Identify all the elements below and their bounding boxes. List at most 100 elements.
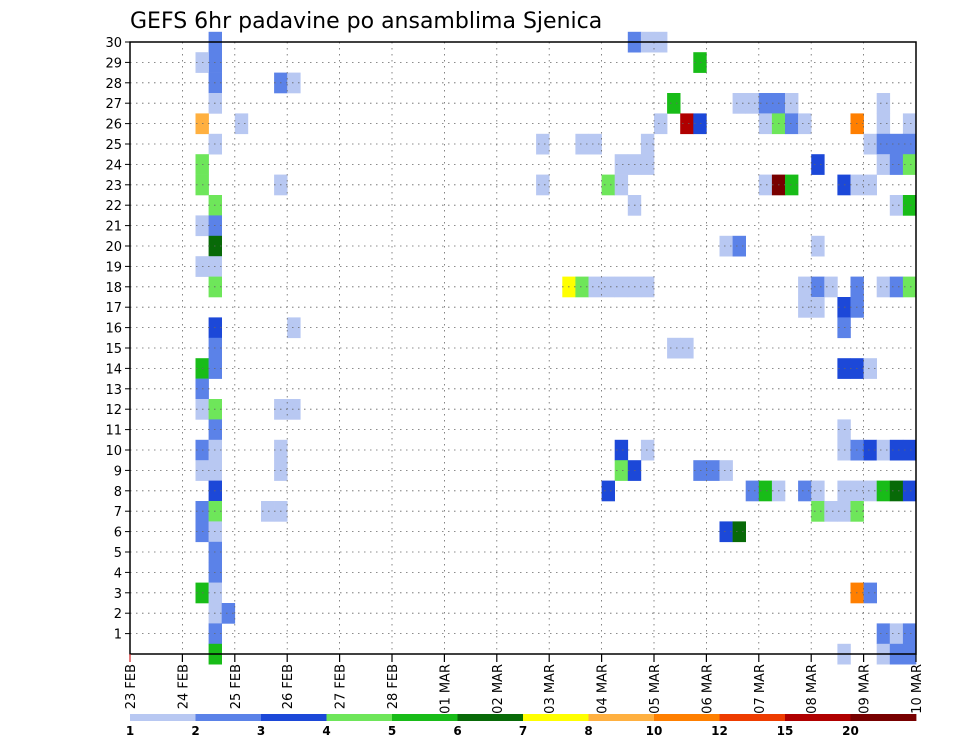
heatmap-cell bbox=[719, 521, 733, 543]
y-tick-label: 29 bbox=[105, 56, 122, 71]
colorbar-swatch bbox=[785, 714, 851, 721]
y-tick-label: 8 bbox=[114, 485, 122, 500]
colorbar-label: 3 bbox=[257, 724, 265, 738]
heatmap-cell bbox=[785, 174, 799, 196]
x-tick-label: 05 MAR bbox=[648, 664, 663, 714]
heatmap-cell bbox=[536, 174, 550, 196]
colorbar-swatch bbox=[195, 714, 262, 721]
heatmap-cell bbox=[575, 276, 589, 298]
heatmap-cell bbox=[588, 133, 602, 155]
x-tick-label: 09 MAR bbox=[858, 664, 873, 714]
heatmap-cell bbox=[902, 623, 917, 645]
colorbar-label: 12 bbox=[711, 724, 728, 738]
heatmap-cell bbox=[785, 113, 799, 135]
y-tick-label: 7 bbox=[114, 505, 122, 520]
colorbar-swatch bbox=[523, 714, 589, 721]
heatmap-cell bbox=[889, 195, 904, 216]
x-tick-label: 06 MAR bbox=[700, 664, 715, 714]
heatmap-cell bbox=[614, 174, 629, 196]
x-tick-label: 01 MAR bbox=[438, 664, 453, 714]
heatmap-cell bbox=[785, 93, 799, 114]
y-tick-label: 22 bbox=[105, 199, 122, 214]
heatmap-cell bbox=[863, 174, 877, 196]
x-tick-label: 08 MAR bbox=[805, 664, 820, 714]
x-axis: 23 FEB 24 FEB 25 FEB 26 FEB 27 FEB 28 FEB 01 M… bbox=[124, 654, 925, 714]
y-tick-label: 14 bbox=[105, 362, 122, 377]
heatmap-cell bbox=[902, 195, 917, 216]
heatmap-cell bbox=[287, 317, 301, 339]
y-tick-label: 6 bbox=[114, 526, 122, 541]
heatmap-cell bbox=[876, 113, 891, 135]
colorbar-label: 7 bbox=[519, 724, 527, 738]
heatmap-cell bbox=[719, 235, 733, 257]
heatmap-cell bbox=[221, 603, 236, 624]
heatmap-cell bbox=[824, 501, 838, 522]
heatmap-cell bbox=[876, 623, 891, 645]
heatmap-cell bbox=[234, 113, 249, 135]
heatmap-cell bbox=[889, 133, 904, 155]
colorbar-swatch bbox=[392, 714, 458, 721]
y-tick-label: 9 bbox=[114, 464, 122, 479]
x-tick-label: 23 FEB bbox=[124, 664, 139, 709]
y-tick-label: 1 bbox=[114, 628, 122, 643]
heatmap-cell bbox=[640, 133, 655, 155]
heatmap-cell bbox=[889, 439, 904, 461]
heatmap-cell bbox=[680, 113, 694, 135]
colorbar-label: 4 bbox=[322, 724, 330, 738]
colorbar-swatch bbox=[457, 714, 524, 721]
heatmap-cell bbox=[876, 133, 891, 155]
y-tick-label: 5 bbox=[114, 546, 122, 561]
heatmap-cell bbox=[640, 276, 655, 298]
x-tick-label: 26 FEB bbox=[281, 664, 296, 709]
heatmap-cell bbox=[876, 93, 891, 114]
colorbar-label: 8 bbox=[584, 724, 592, 738]
heatmap-cell bbox=[588, 276, 602, 298]
heatmap-cell bbox=[758, 174, 773, 196]
heatmap-cell bbox=[640, 439, 655, 461]
y-tick-label: 30 bbox=[105, 36, 122, 51]
heatmap-cell bbox=[876, 276, 891, 298]
heatmap-cell bbox=[732, 235, 746, 257]
heatmap-cell bbox=[863, 439, 877, 461]
colorbar-label: 2 bbox=[191, 724, 199, 738]
colorbar-swatch bbox=[588, 714, 655, 721]
heatmap-cell bbox=[902, 133, 917, 155]
y-tick-label: 18 bbox=[105, 281, 122, 296]
y-tick-label: 28 bbox=[105, 77, 122, 92]
heatmap-cells bbox=[195, 31, 917, 665]
x-tick-label: 25 FEB bbox=[229, 664, 244, 709]
colorbar-swatch bbox=[719, 714, 786, 721]
heatmap-cell bbox=[667, 337, 681, 359]
heatmap-cell bbox=[745, 480, 760, 502]
heatmap-cell bbox=[575, 133, 589, 155]
x-tick-label: 28 FEB bbox=[386, 664, 401, 709]
heatmap-cell bbox=[889, 480, 904, 502]
colorbar-swatch bbox=[261, 714, 327, 721]
colorbar-swatch bbox=[130, 714, 196, 721]
heatmap-cell bbox=[889, 154, 904, 175]
heatmap-cell bbox=[889, 276, 904, 298]
y-tick-label: 13 bbox=[105, 383, 122, 398]
heatmap-cell bbox=[876, 480, 891, 502]
heatmap-cell bbox=[902, 439, 917, 461]
heatmap-cell bbox=[601, 174, 615, 196]
colorbar-label: 20 bbox=[842, 724, 859, 738]
colorbar-label: 5 bbox=[388, 724, 396, 738]
heatmap-cell bbox=[824, 276, 838, 298]
heatmap-cell bbox=[287, 72, 301, 94]
heatmap-cell bbox=[758, 480, 773, 502]
y-tick-label: 16 bbox=[105, 322, 122, 337]
x-tick-label: 07 MAR bbox=[753, 664, 768, 714]
heatmap-cell bbox=[811, 154, 825, 175]
colorbar-swatch bbox=[654, 714, 720, 721]
colorbar-label: 6 bbox=[453, 724, 461, 738]
colorbar-label: 1 bbox=[126, 724, 134, 738]
heatmap-cell bbox=[863, 480, 877, 502]
colorbar-swatch bbox=[850, 714, 917, 721]
heatmap-cell bbox=[614, 154, 629, 175]
y-tick-label: 19 bbox=[105, 260, 122, 275]
y-tick-label: 27 bbox=[105, 97, 122, 112]
x-tick-label: 04 MAR bbox=[596, 664, 611, 714]
y-tick-label: 17 bbox=[105, 301, 122, 316]
